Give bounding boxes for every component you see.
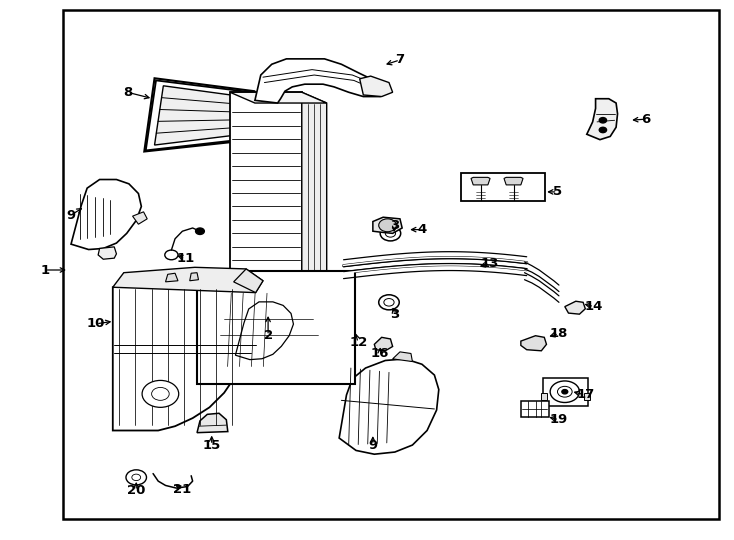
Text: 14: 14 <box>585 300 603 313</box>
Text: 16: 16 <box>371 347 389 360</box>
Text: 21: 21 <box>173 483 192 496</box>
Circle shape <box>550 381 579 402</box>
Bar <box>461 173 545 201</box>
Circle shape <box>379 219 396 232</box>
Polygon shape <box>374 338 393 351</box>
Polygon shape <box>586 99 617 140</box>
Text: 6: 6 <box>641 113 650 126</box>
Bar <box>584 393 589 400</box>
Text: 3: 3 <box>390 219 399 232</box>
Circle shape <box>152 387 170 400</box>
Polygon shape <box>236 302 294 360</box>
Polygon shape <box>302 92 327 348</box>
Polygon shape <box>233 269 263 293</box>
Text: 19: 19 <box>550 413 568 426</box>
Circle shape <box>195 228 204 234</box>
Polygon shape <box>166 273 178 282</box>
Polygon shape <box>146 80 251 151</box>
Polygon shape <box>255 59 389 103</box>
Circle shape <box>380 226 401 241</box>
Bar <box>197 271 355 384</box>
Polygon shape <box>230 92 327 103</box>
Bar <box>230 92 302 348</box>
Polygon shape <box>339 359 439 454</box>
Text: 5: 5 <box>553 185 562 198</box>
Polygon shape <box>564 301 585 314</box>
Polygon shape <box>133 212 148 224</box>
Polygon shape <box>113 282 261 430</box>
Text: 18: 18 <box>550 327 568 340</box>
Polygon shape <box>373 217 402 233</box>
Text: 15: 15 <box>203 438 221 451</box>
Circle shape <box>379 295 399 310</box>
Circle shape <box>142 380 178 407</box>
Text: 20: 20 <box>127 484 145 497</box>
Circle shape <box>132 474 141 481</box>
Circle shape <box>599 127 606 133</box>
Text: 7: 7 <box>396 53 404 66</box>
Text: 10: 10 <box>87 318 105 330</box>
Text: 3: 3 <box>390 308 399 321</box>
Text: 9: 9 <box>368 438 377 451</box>
Bar <box>542 393 548 400</box>
Text: 8: 8 <box>123 86 132 99</box>
Polygon shape <box>71 179 142 249</box>
Polygon shape <box>155 86 242 145</box>
Circle shape <box>165 250 178 260</box>
Circle shape <box>599 118 606 123</box>
Polygon shape <box>393 352 413 362</box>
Polygon shape <box>113 267 263 293</box>
Text: 17: 17 <box>576 388 595 401</box>
Bar <box>63 10 719 519</box>
Circle shape <box>384 299 394 306</box>
Text: 11: 11 <box>176 252 195 265</box>
Text: 4: 4 <box>418 223 426 236</box>
Polygon shape <box>471 177 490 185</box>
Text: 1: 1 <box>40 264 49 276</box>
Circle shape <box>558 386 572 397</box>
Polygon shape <box>197 413 228 433</box>
Circle shape <box>126 470 147 485</box>
Text: 12: 12 <box>349 336 367 349</box>
Bar <box>543 377 588 406</box>
Polygon shape <box>98 247 117 259</box>
Bar <box>521 401 549 416</box>
Circle shape <box>385 230 396 237</box>
Text: 9: 9 <box>67 208 76 221</box>
Text: 13: 13 <box>481 257 499 270</box>
Polygon shape <box>521 336 547 351</box>
Polygon shape <box>504 177 523 185</box>
Polygon shape <box>189 273 198 281</box>
Circle shape <box>562 389 567 394</box>
Text: 2: 2 <box>264 329 272 342</box>
Polygon shape <box>360 76 393 97</box>
